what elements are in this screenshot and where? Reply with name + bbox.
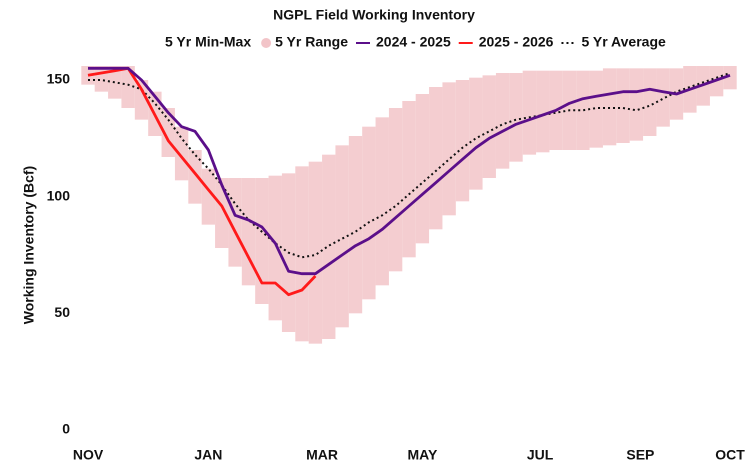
range-bar xyxy=(442,82,456,216)
y-axis-label: Working Inventory (Bcf) xyxy=(21,166,37,324)
x-tick-label: OCT xyxy=(715,447,745,463)
range-bar xyxy=(656,68,670,127)
range-bar xyxy=(616,68,630,143)
range-bar xyxy=(415,94,430,244)
x-tick-label: NOV xyxy=(73,447,104,463)
range-bar xyxy=(589,70,603,148)
range-bar xyxy=(536,70,550,153)
range-bar xyxy=(255,178,269,304)
legend-label: 2024 - 2025 xyxy=(376,34,451,50)
range-bar xyxy=(134,80,149,120)
range-bar xyxy=(228,178,242,267)
range-bar xyxy=(469,77,483,190)
range-bar xyxy=(348,136,363,314)
range-bar xyxy=(335,145,349,328)
range-bar xyxy=(322,154,336,339)
range-bar xyxy=(295,166,309,342)
x-tick-label: MAY xyxy=(407,447,437,463)
range-bar xyxy=(201,168,216,225)
range-bar xyxy=(375,117,389,286)
x-tick-label: JUL xyxy=(527,447,554,463)
range-bar xyxy=(495,73,510,169)
series-line xyxy=(88,72,731,259)
range-bar xyxy=(362,126,376,300)
range-bar xyxy=(268,175,282,321)
legend-swatch xyxy=(261,38,272,48)
legend-label: 5 Yr Average xyxy=(581,34,666,50)
range-bar xyxy=(629,68,644,141)
range-bar xyxy=(388,108,403,272)
range-bar xyxy=(643,68,657,136)
y-tick-label: 100 xyxy=(47,187,71,203)
x-tick-label: JAN xyxy=(194,447,222,463)
range-bar xyxy=(723,66,737,90)
range-bar xyxy=(482,75,496,178)
range-bar xyxy=(174,126,189,181)
y-tick-label: 50 xyxy=(54,304,70,320)
legend-label: 5 Yr Range xyxy=(275,34,348,50)
range-bar xyxy=(94,66,109,92)
range-bar xyxy=(81,66,95,85)
range-bar xyxy=(522,70,537,155)
y-tick-label: 150 xyxy=(47,71,71,87)
range-bar xyxy=(576,70,590,150)
range-bar xyxy=(602,68,617,146)
range-bar xyxy=(188,150,202,204)
legend-group-label: 5 Yr Min-Max xyxy=(165,34,251,50)
chart-title: NGPL Field Working Inventory xyxy=(273,7,475,23)
y-tick-label: 0 xyxy=(62,421,70,437)
range-bar xyxy=(241,178,256,286)
range-bar xyxy=(402,101,416,258)
series-line xyxy=(88,66,731,276)
x-tick-label: SEP xyxy=(626,447,654,463)
range-bar xyxy=(121,66,135,108)
legend-label: 2025 - 2026 xyxy=(479,34,554,50)
range-bar xyxy=(509,73,523,162)
range-bar xyxy=(455,80,470,202)
x-tick-label: MAR xyxy=(306,447,338,463)
range-bar xyxy=(308,161,323,344)
range-bar xyxy=(429,87,443,230)
